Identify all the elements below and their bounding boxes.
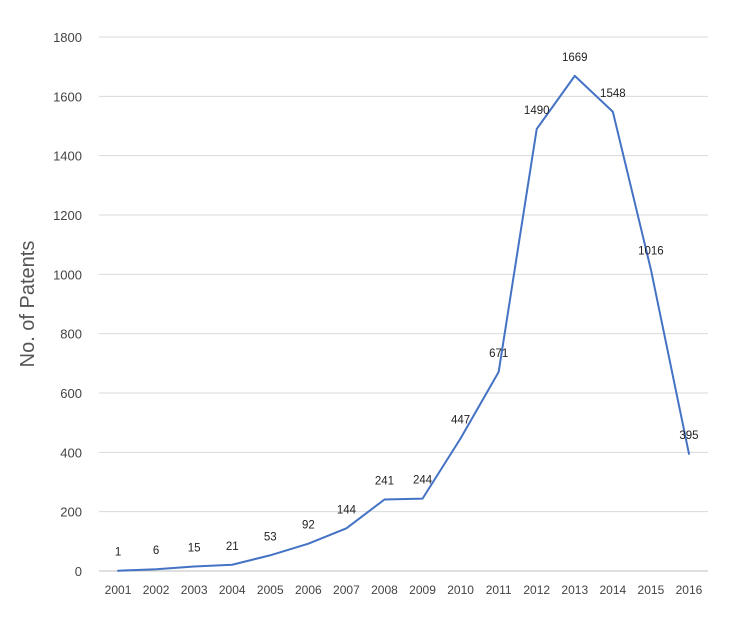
y-tick-label: 1200: [53, 208, 82, 223]
data-label: 395: [679, 430, 698, 442]
data-label: 1016: [638, 246, 664, 258]
x-tick-label: 2010: [447, 583, 474, 597]
y-tick-label: 1600: [53, 89, 82, 104]
y-axis-ticks: 0 200 400 600 800 1000 1200 1400 1600 1800: [53, 30, 82, 579]
data-label: 1548: [600, 88, 626, 100]
gridlines: [99, 37, 708, 571]
data-label: 92: [302, 520, 315, 532]
y-tick-label: 0: [75, 564, 82, 579]
data-label: 6: [153, 545, 159, 557]
data-label: 21: [226, 541, 239, 553]
y-tick-label: 400: [60, 445, 82, 460]
data-label: 671: [489, 348, 508, 360]
x-tick-label: 2008: [371, 583, 398, 597]
y-tick-label: 600: [60, 386, 82, 401]
data-label: 144: [337, 504, 357, 516]
x-tick-label: 2007: [333, 583, 360, 597]
x-tick-label: 2002: [143, 583, 170, 597]
x-tick-label: 2014: [599, 583, 626, 597]
series-line: [118, 76, 689, 571]
y-tick-label: 1000: [53, 267, 82, 282]
data-labels: 1 6 15 21 53 92 144 241 244 447 671 1490 1669 1548 101…: [115, 52, 699, 559]
x-tick-label: 2006: [295, 583, 322, 597]
data-label: 1669: [562, 52, 588, 64]
x-tick-label: 2016: [676, 583, 703, 597]
data-label: 15: [188, 543, 201, 555]
series: [118, 76, 689, 571]
data-label: 244: [413, 475, 433, 487]
x-tick-label: 2001: [105, 583, 132, 597]
x-tick-label: 2009: [409, 583, 436, 597]
y-axis-label: No. of Patents: [17, 241, 39, 368]
x-tick-label: 2004: [219, 583, 246, 597]
data-label: 53: [264, 531, 277, 543]
x-tick-label: 2012: [523, 583, 550, 597]
x-tick-label: 2011: [486, 583, 512, 597]
x-tick-label: 2005: [257, 583, 284, 597]
data-label: 447: [451, 414, 470, 426]
y-tick-label: 1800: [53, 30, 82, 45]
data-label: 241: [375, 476, 394, 488]
y-tick-label: 1400: [53, 149, 82, 164]
y-tick-label: 200: [60, 505, 82, 520]
x-tick-label: 2015: [638, 583, 665, 597]
x-axis-ticks: 2001 2002 2003 2004 2005 2006 2007 2008 2009 2010…: [105, 583, 703, 597]
x-tick-label: 2013: [561, 583, 588, 597]
y-tick-label: 800: [60, 327, 82, 342]
data-label: 1: [115, 547, 121, 559]
x-tick-label: 2003: [181, 583, 208, 597]
data-label: 1490: [524, 105, 550, 117]
